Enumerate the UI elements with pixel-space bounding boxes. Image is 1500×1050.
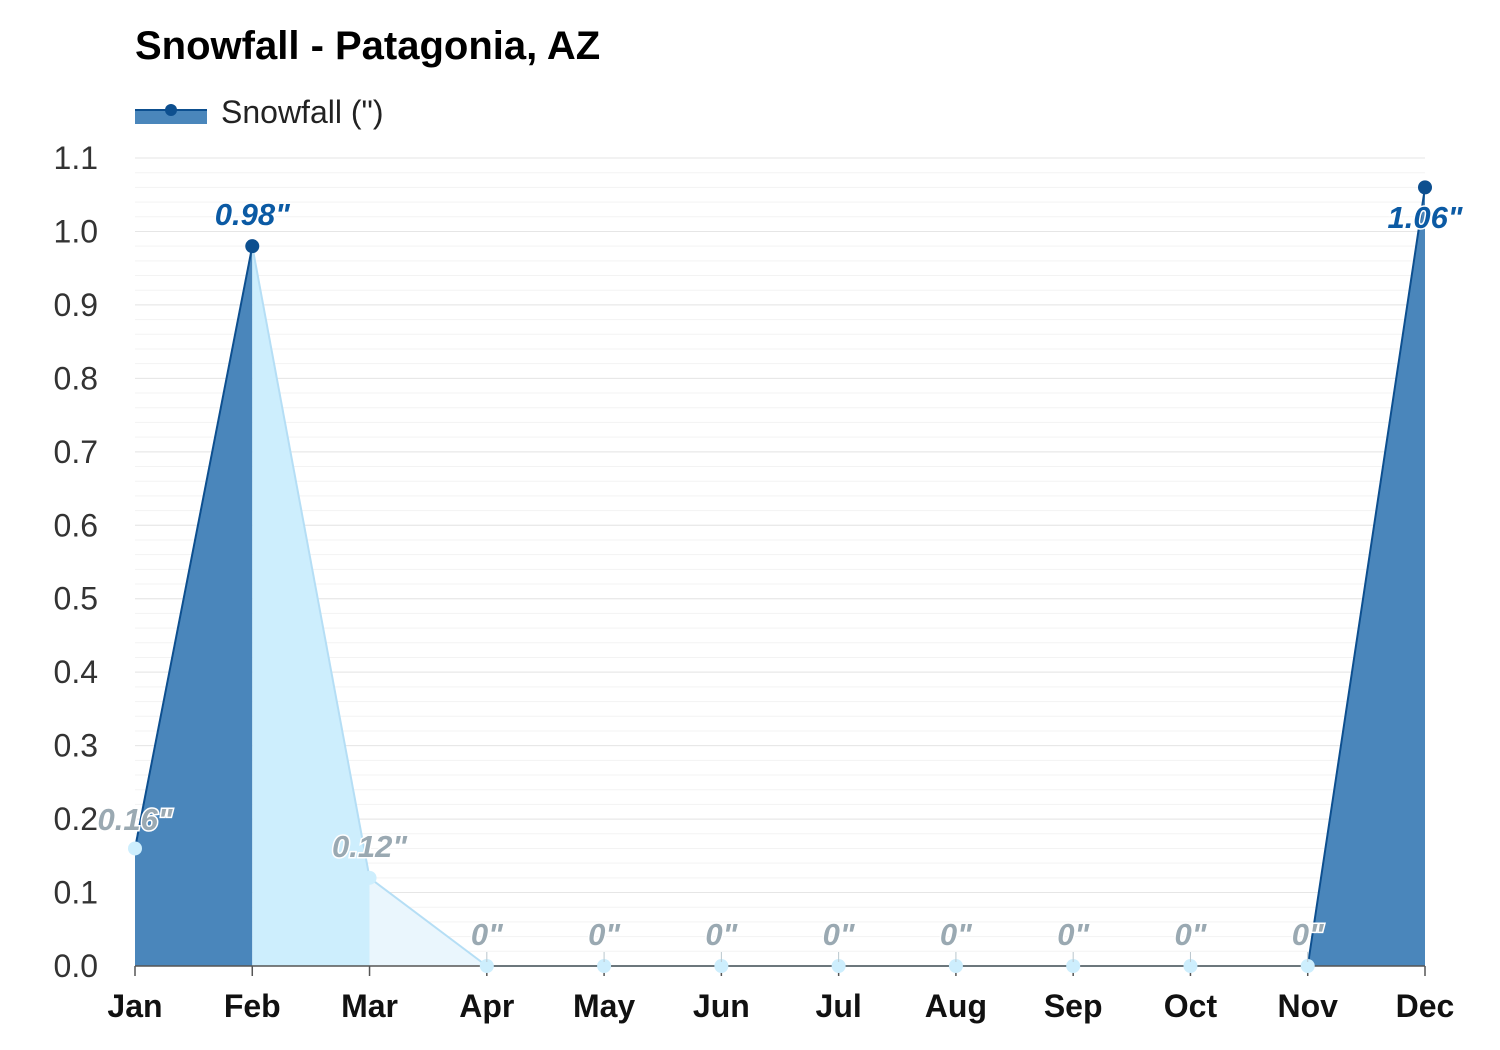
data-point	[1066, 959, 1081, 973]
data-label: 0"	[471, 917, 504, 952]
data-label: 0.16"	[97, 802, 173, 837]
y-tick-label: 1.0	[54, 213, 98, 249]
data-label: 0"	[940, 917, 973, 952]
x-tick-label: Apr	[459, 988, 514, 1024]
data-point	[479, 959, 494, 973]
series-line-segment	[1306, 187, 1426, 967]
y-tick-label: 1.1	[54, 140, 98, 176]
data-label: 0.98"	[215, 197, 291, 232]
y-tick-label: 0.1	[54, 875, 98, 911]
y-tick-label: 0.2	[54, 801, 98, 837]
x-tick-label: Nov	[1278, 988, 1339, 1024]
data-point	[245, 239, 260, 254]
data-point	[714, 959, 729, 973]
data-label: 0"	[588, 917, 621, 952]
data-point	[831, 959, 846, 973]
x-tick-label: Sep	[1044, 988, 1103, 1024]
y-tick-label: 0.6	[54, 507, 98, 543]
data-label: 0"	[1174, 917, 1207, 952]
y-tick-label: 0.0	[54, 948, 98, 984]
data-point	[948, 959, 963, 973]
data-point	[362, 870, 377, 885]
y-tick-label: 0.4	[54, 654, 98, 690]
legend-label: Snowfall (")	[221, 93, 384, 130]
data-label: 0"	[823, 917, 856, 952]
area-segment	[252, 246, 370, 967]
data-point	[128, 841, 142, 856]
x-tick-label: Jul	[816, 988, 862, 1024]
data-label: 0"	[705, 917, 738, 952]
data-point	[1183, 959, 1198, 973]
data-label: 0.12"	[332, 829, 408, 864]
legend[interactable]: Snowfall (")	[135, 92, 384, 132]
data-label: 0"	[1057, 917, 1090, 952]
series-line-segment	[134, 245, 254, 849]
x-tick-label: Jun	[693, 988, 750, 1024]
chart-title: Snowfall - Patagonia, AZ	[135, 24, 601, 68]
data-point	[1300, 959, 1315, 973]
y-tick-label: 0.5	[54, 581, 98, 617]
data-point	[1418, 180, 1432, 195]
y-tick-label: 0.3	[54, 728, 98, 764]
series-line-segment	[368, 877, 488, 967]
series-line-segment	[251, 245, 371, 879]
data-label: 1.06"	[1387, 200, 1463, 235]
x-tick-label: Dec	[1396, 988, 1455, 1024]
x-tick-label: Feb	[224, 988, 281, 1024]
area-segment	[135, 246, 253, 967]
y-tick-label: 0.8	[54, 360, 98, 396]
y-tick-label: 0.7	[54, 434, 98, 470]
x-tick-label: Jan	[107, 988, 162, 1024]
data-label: 0"	[1292, 917, 1325, 952]
data-point	[597, 959, 612, 973]
legend-swatch	[135, 100, 207, 124]
x-tick-label: Mar	[341, 988, 398, 1024]
x-tick-label: Aug	[925, 988, 987, 1024]
x-tick-label: Oct	[1164, 988, 1218, 1024]
x-tick-label: May	[573, 988, 635, 1024]
y-tick-label: 0.9	[54, 287, 98, 323]
